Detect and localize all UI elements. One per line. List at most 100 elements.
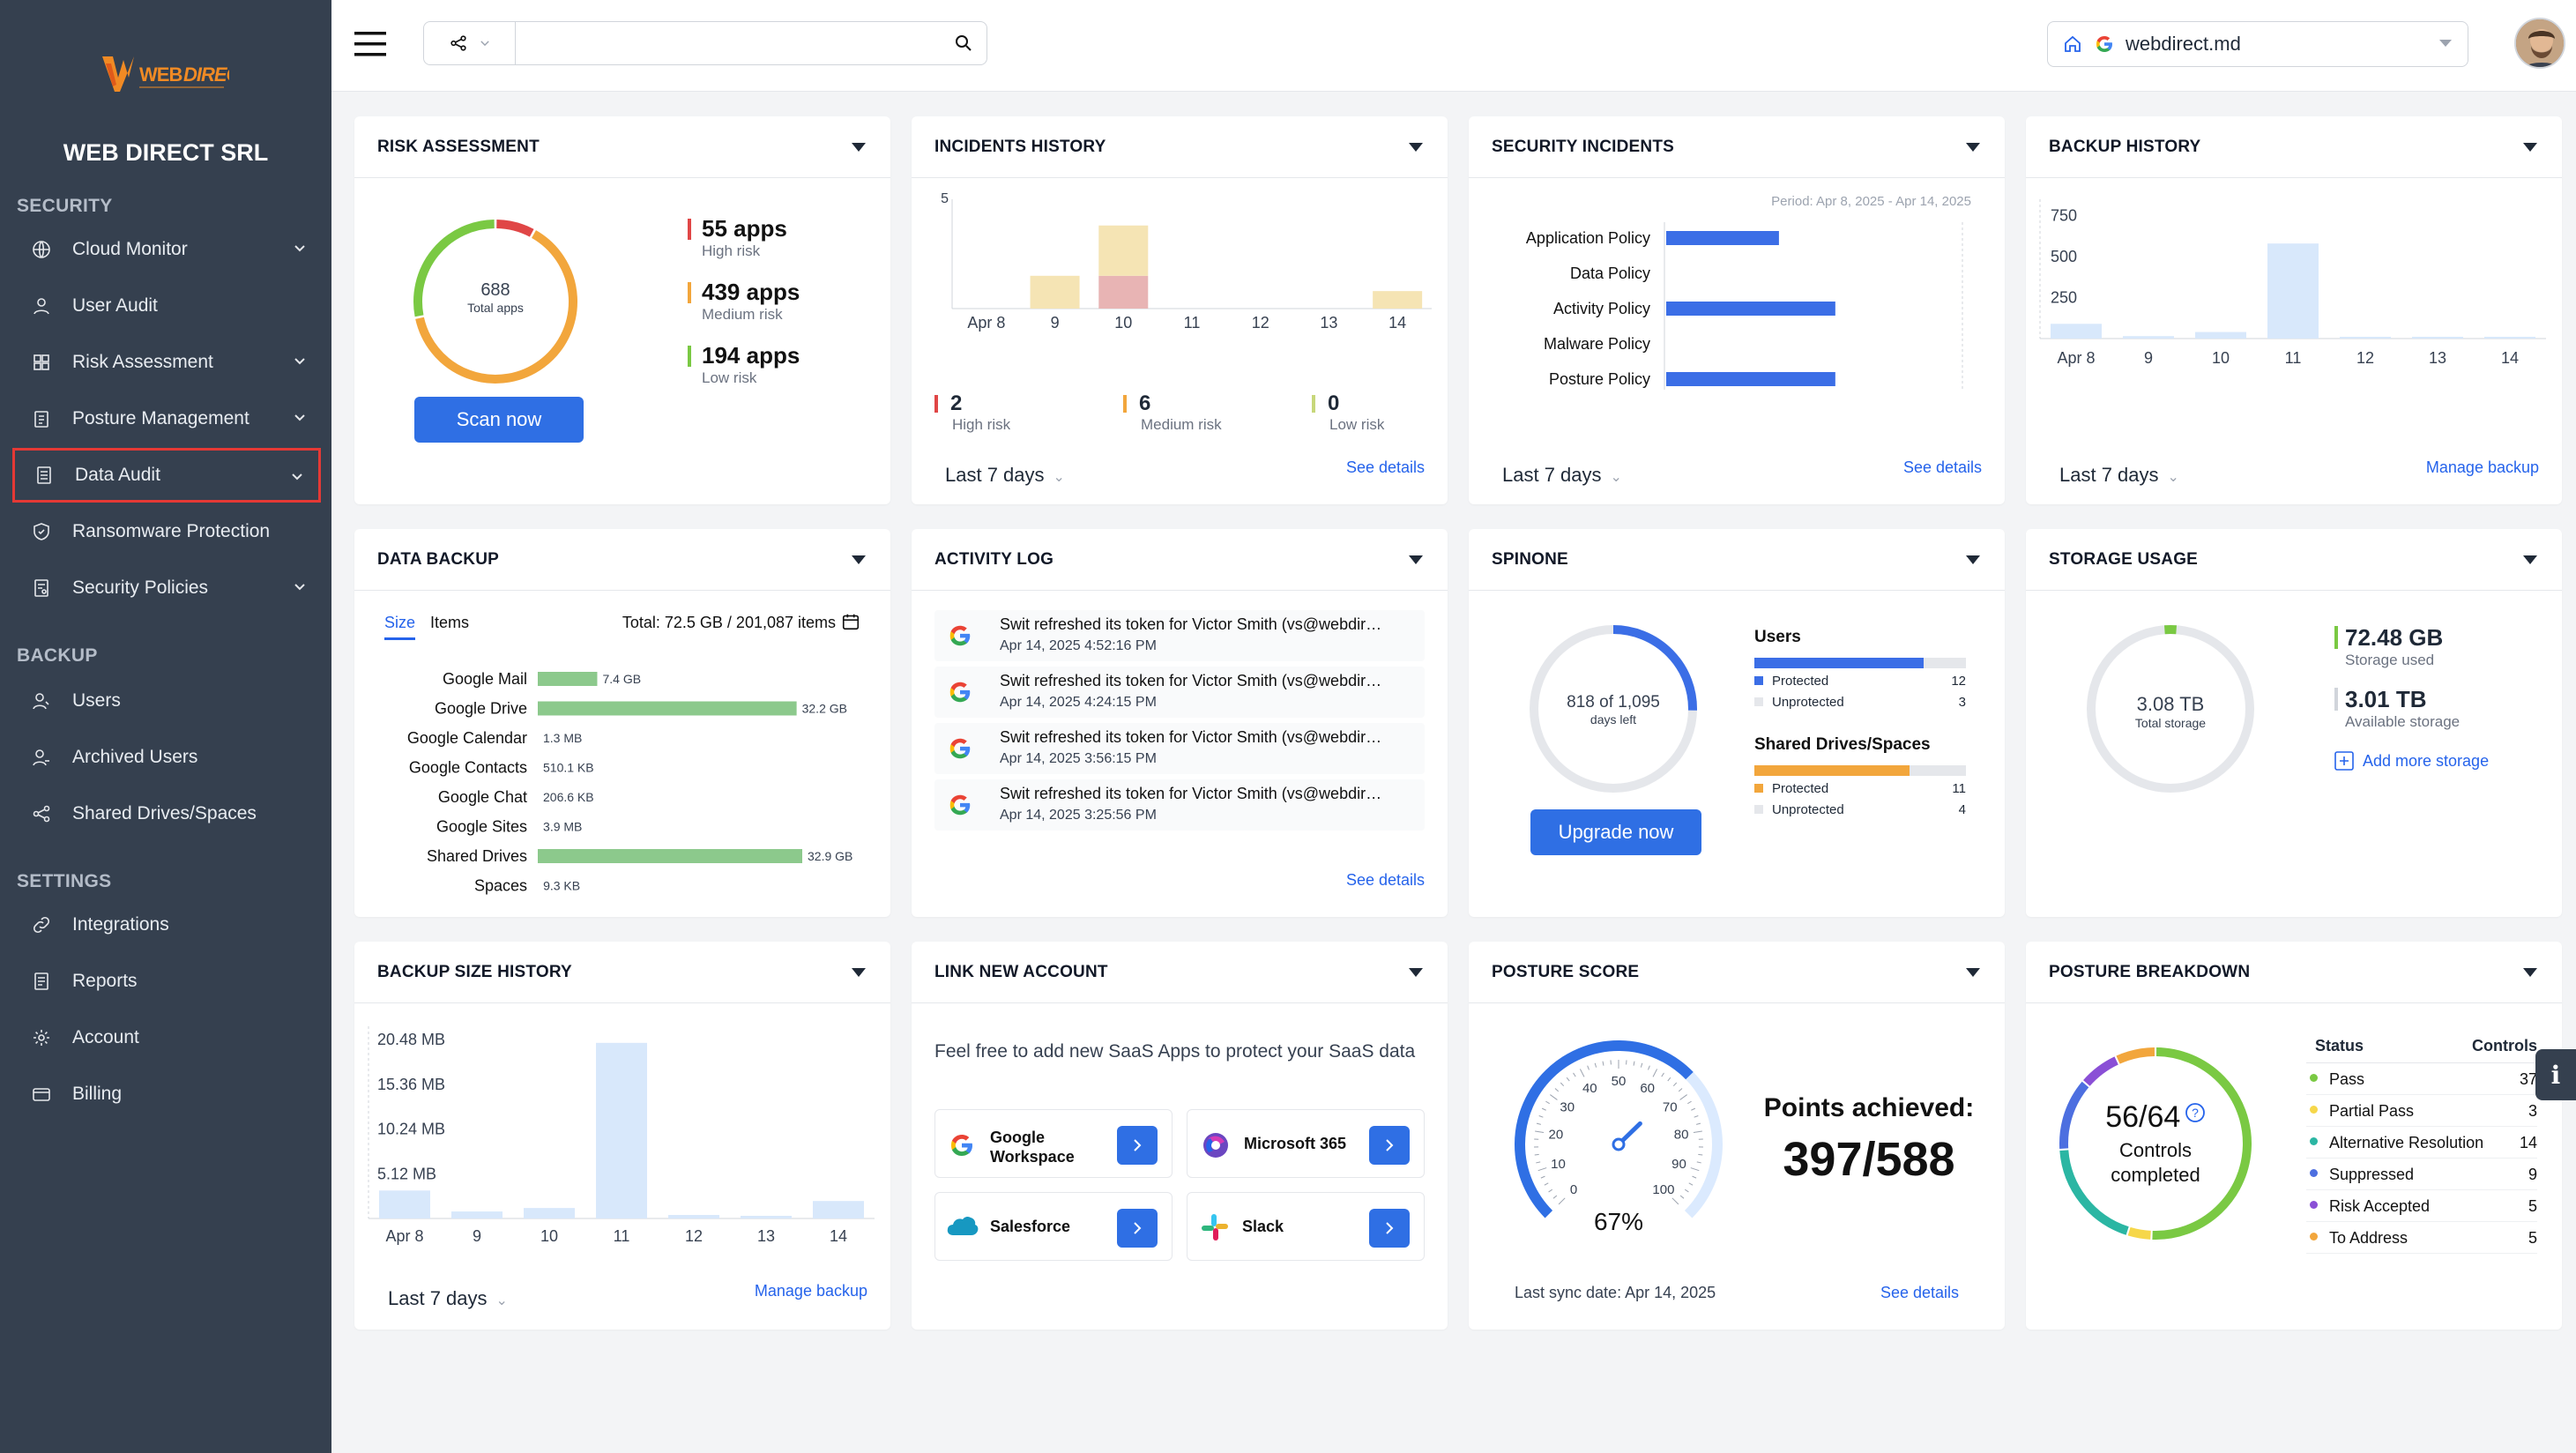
- legend-label: Unprotected: [1772, 695, 1844, 710]
- risk-marker-high: [688, 219, 691, 240]
- search-input[interactable]: [523, 29, 937, 57]
- domain-selector[interactable]: webdirect.md: [2047, 21, 2468, 67]
- status-dot: [2310, 1201, 2318, 1209]
- calendar-icon[interactable]: [841, 612, 860, 631]
- gauge-tick: [1540, 1175, 1545, 1179]
- x-tick-label: 11: [614, 1227, 630, 1245]
- card-menu-dropdown[interactable]: [2523, 143, 2537, 152]
- sidebar-item-data-audit[interactable]: Data Audit: [12, 448, 321, 503]
- status-dot: [2310, 1233, 2318, 1241]
- chevron-down-icon: [2439, 40, 2452, 47]
- card-menu-dropdown[interactable]: [1409, 143, 1423, 152]
- see-details-link[interactable]: See details: [1345, 871, 1425, 889]
- scan-now-button[interactable]: Scan now: [414, 397, 584, 443]
- app-tile-google-workspace[interactable]: Google Workspace: [934, 1109, 1173, 1178]
- card-menu-dropdown[interactable]: [1409, 968, 1423, 977]
- risk-legend: 55 apps High risk 439 apps Medium risk 1…: [688, 215, 800, 406]
- storage-total-label: Total storage: [2134, 716, 2207, 730]
- see-details-link[interactable]: See details: [1345, 458, 1425, 476]
- gauge-tick: [1579, 1069, 1585, 1077]
- card-menu-dropdown[interactable]: [852, 968, 866, 977]
- breakdown-row: Suppressed 9: [2306, 1159, 2537, 1190]
- chevron-right-icon: [1386, 1139, 1394, 1151]
- connect-arrow-button[interactable]: [1369, 1209, 1410, 1248]
- backup-size-history-card: BACKUP SIZE HISTORY 5.12 MB 10.24 MB 15.36…: [354, 942, 890, 1330]
- share-filter-dropdown[interactable]: [424, 22, 516, 64]
- sidebar-item-ransomware-protection[interactable]: Ransomware Protection: [12, 504, 321, 559]
- sidebar-item-billing[interactable]: Billing: [12, 1067, 321, 1121]
- info-icon[interactable]: i: [2535, 1049, 2576, 1100]
- activity-text: Swit refreshed its token for Victor Smit…: [1000, 785, 1382, 802]
- status-value: 9: [2528, 1166, 2537, 1183]
- card-menu-dropdown[interactable]: [1966, 555, 1980, 564]
- card-header: LINK NEW ACCOUNT: [912, 942, 1448, 1003]
- sidebar-item-reports[interactable]: Reports: [12, 954, 321, 1009]
- activity-item[interactable]: Swit refreshed its token for Victor Smit…: [934, 723, 1425, 774]
- donut-segment-pass: [2152, 1047, 2252, 1240]
- app-tile-slack[interactable]: Slack: [1187, 1192, 1425, 1261]
- bar: [668, 1215, 719, 1218]
- see-details-link[interactable]: See details: [1902, 458, 1982, 476]
- bar: [451, 1211, 503, 1218]
- domain-value: webdirect.md: [2126, 33, 2241, 55]
- range-selector[interactable]: Last 7 days ⌄: [2059, 464, 2179, 487]
- connect-arrow-button[interactable]: [1117, 1209, 1158, 1248]
- activity-item[interactable]: Swit refreshed its token for Victor Smit…: [934, 779, 1425, 831]
- card-title: POSTURE BREAKDOWN: [2049, 962, 2251, 981]
- sidebar-item-cloud-monitor[interactable]: Cloud Monitor: [12, 222, 321, 277]
- posture-percent: 67%: [1593, 1208, 1644, 1235]
- status-value: 14: [2519, 1134, 2537, 1151]
- range-value: Last 7 days: [945, 464, 1045, 486]
- add-storage-link[interactable]: Add more storage: [2334, 751, 2489, 771]
- upgrade-now-button[interactable]: Upgrade now: [1530, 809, 1701, 855]
- avatar[interactable]: [2514, 18, 2565, 69]
- risk-label: High risk: [702, 242, 761, 259]
- donut-segment-risk-accepted: [2083, 1056, 2118, 1086]
- range-selector[interactable]: Last 7 days ⌄: [388, 1287, 508, 1310]
- hamburger-menu-icon[interactable]: [354, 30, 386, 58]
- section-security: SECURITY: [17, 196, 113, 216]
- sidebar-item-label: User Audit: [72, 295, 158, 316]
- tab-size[interactable]: Size: [384, 614, 416, 640]
- connect-arrow-button[interactable]: [1117, 1126, 1158, 1165]
- app-tile-microsoft-365[interactable]: Microsoft 365: [1187, 1109, 1425, 1178]
- card-menu-dropdown[interactable]: [2523, 555, 2537, 564]
- gauge-tick: [1696, 1122, 1701, 1125]
- document-icon: [29, 460, 59, 490]
- sidebar-item-risk-assessment[interactable]: Risk Assessment: [12, 335, 321, 390]
- sidebar-item-users[interactable]: Users: [12, 674, 321, 728]
- help-circle-icon[interactable]: ?: [2185, 1102, 2206, 1123]
- gauge-tick: [1573, 1072, 1576, 1077]
- card-menu-dropdown[interactable]: [1409, 555, 1423, 564]
- app-tile-salesforce[interactable]: Salesforce: [934, 1192, 1173, 1261]
- sidebar-item-shared-drives[interactable]: Shared Drives/Spaces: [12, 786, 321, 841]
- see-details-link[interactable]: See details: [1880, 1284, 1959, 1301]
- connect-arrow-button[interactable]: [1369, 1126, 1410, 1165]
- card-menu-dropdown[interactable]: [1966, 968, 1980, 977]
- card-menu-dropdown[interactable]: [852, 143, 866, 152]
- manage-backup-link[interactable]: Manage backup: [754, 1282, 867, 1300]
- sidebar-item-archived-users[interactable]: Archived Users: [12, 730, 321, 785]
- card-menu-dropdown[interactable]: [2523, 968, 2537, 977]
- range-selector[interactable]: Last 7 days ⌄: [1502, 464, 1622, 487]
- tab-items[interactable]: Items: [430, 614, 470, 631]
- sidebar-item-posture-management[interactable]: Posture Management: [12, 391, 321, 446]
- manage-backup-link[interactable]: Manage backup: [2425, 458, 2539, 476]
- search-icon[interactable]: [953, 33, 974, 54]
- sidebar-item-label: Reports: [72, 971, 138, 991]
- sidebar-item-user-audit[interactable]: User Audit: [12, 279, 321, 333]
- sidebar-item-security-policies[interactable]: Security Policies: [12, 561, 321, 615]
- activity-item[interactable]: Swit refreshed its token for Victor Smit…: [934, 610, 1425, 661]
- card-menu-dropdown[interactable]: [852, 555, 866, 564]
- activity-item[interactable]: Swit refreshed its token for Victor Smit…: [934, 667, 1425, 718]
- breakdown-row: Partial Pass 3: [2306, 1095, 2537, 1127]
- sidebar-item-integrations[interactable]: Integrations: [12, 898, 321, 952]
- range-value: Last 7 days: [2059, 464, 2159, 486]
- card-menu-dropdown[interactable]: [1966, 143, 1980, 152]
- legend-swatch: [1754, 697, 1763, 706]
- gauge-tick: [1691, 1107, 1696, 1111]
- range-selector[interactable]: Last 7 days ⌄: [945, 464, 1065, 487]
- sidebar-item-account[interactable]: Account: [12, 1010, 321, 1065]
- value-label: 510.1 KB: [543, 761, 594, 775]
- gauge-tick: [1694, 1115, 1699, 1118]
